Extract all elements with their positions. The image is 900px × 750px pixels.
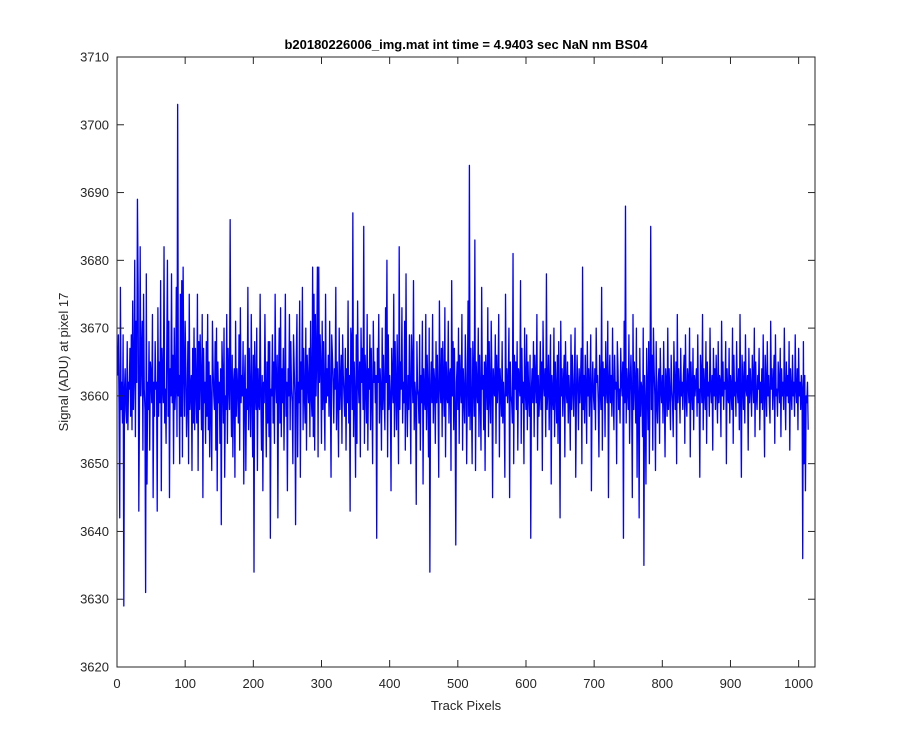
x-tick-label-700: 700 bbox=[583, 676, 605, 691]
ticks-layer: 0 100 200 300 400 500 600 700 800 900 1000 3620 3630… bbox=[80, 50, 815, 691]
series-line-1 bbox=[117, 103, 809, 607]
x-tick-label-200: 200 bbox=[242, 676, 264, 691]
y-tick-label-3650: 3650 bbox=[80, 456, 109, 471]
y-tick-label-3630: 3630 bbox=[80, 592, 109, 607]
y-tick-label-3640: 3640 bbox=[80, 524, 109, 539]
x-tick-label-0: 0 bbox=[113, 676, 120, 691]
y-tick-label-3710: 3710 bbox=[80, 50, 109, 65]
x-tick-label-300: 300 bbox=[311, 676, 333, 691]
x-tick-label-800: 800 bbox=[651, 676, 673, 691]
y-tick-label-3690: 3690 bbox=[80, 185, 109, 200]
x-tick-label-900: 900 bbox=[720, 676, 742, 691]
y-tick-label-3670: 3670 bbox=[80, 321, 109, 336]
axes-box bbox=[116, 56, 816, 668]
x-tick-label-400: 400 bbox=[379, 676, 401, 691]
x-axis-label: Track Pixels bbox=[431, 698, 502, 713]
y-tick-label-3700: 3700 bbox=[80, 117, 109, 132]
y-axis-label: Signal (ADU) at pixel 17 bbox=[56, 293, 71, 432]
x-tick-label-500: 500 bbox=[447, 676, 469, 691]
x-tick-label-600: 600 bbox=[515, 676, 537, 691]
chart-title: b20180226006_img.mat int time = 4.9403 s… bbox=[284, 37, 648, 52]
y-tick-label-3620: 3620 bbox=[80, 660, 109, 675]
y-tick-label-3660: 3660 bbox=[80, 388, 109, 403]
series-layer bbox=[117, 103, 809, 607]
x-tick-label-1000: 1000 bbox=[784, 676, 813, 691]
x-tick-label-100: 100 bbox=[174, 676, 196, 691]
y-tick-label-3680: 3680 bbox=[80, 253, 109, 268]
